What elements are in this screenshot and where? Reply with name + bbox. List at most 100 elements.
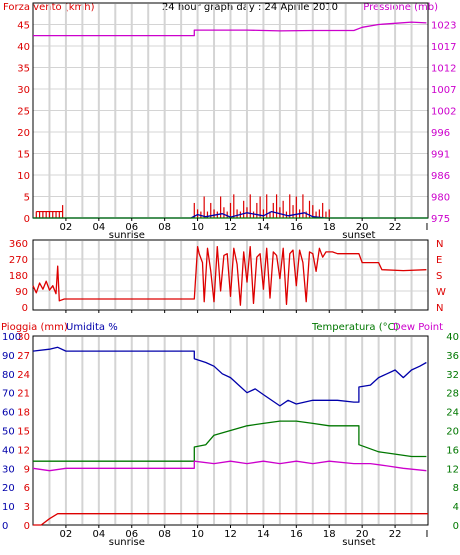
pressure-axis-tick: 1023 — [431, 21, 456, 32]
humidity-axis-tick: 10 — [2, 502, 15, 513]
pressure-axis-tick: 1007 — [431, 85, 456, 96]
pressure-axis-tick: 1002 — [431, 107, 456, 118]
rain-axis-tick: 15 — [17, 427, 30, 438]
direction-axis-tick: 180 — [9, 271, 28, 282]
pressure-axis-tick: 996 — [431, 128, 450, 139]
x-tick-label: I — [426, 222, 429, 233]
series-vento-medio — [33, 210, 428, 219]
wind-axis-tick: 35 — [17, 64, 30, 75]
compass-label: W — [436, 287, 446, 298]
humidity-axis-tick: 0 — [2, 521, 8, 532]
x-tick-label: 10 — [191, 529, 204, 540]
x-tick-label: 22 — [389, 222, 402, 233]
x-tick-label: 02 — [60, 529, 73, 540]
x-tick-label: 12 — [224, 222, 237, 233]
humidity-axis-tick: 100 — [2, 332, 21, 343]
x-tick-label: 16 — [290, 529, 303, 540]
pressure-axis-tick: 980 — [431, 193, 450, 204]
direction-axis-tick: 0 — [22, 303, 28, 314]
x-marker-label: sunrise — [109, 537, 145, 548]
x-tick-label: 04 — [92, 222, 105, 233]
x-tick-label: 06 — [125, 222, 138, 233]
series-wind-direction — [32, 245, 427, 306]
x-tick-label: 18 — [323, 222, 336, 233]
x-tick-label: 04 — [92, 529, 105, 540]
rain-axis-tick: 6 — [24, 483, 30, 494]
x-tick-label: 08 — [158, 529, 171, 540]
x-tick-label: 02 — [60, 222, 73, 233]
x-tick-label: 06 — [125, 529, 138, 540]
temp-axis-tick: 40 — [446, 332, 459, 343]
pressure-axis-tick: 991 — [431, 150, 450, 161]
rain-axis-tick: 12 — [17, 445, 30, 456]
x-marker-label: sunset — [342, 230, 375, 241]
x-tick-label: 22 — [389, 529, 402, 540]
wind-axis-tick: 5 — [24, 193, 30, 204]
humidity-axis-tick: 30 — [2, 464, 15, 475]
humidity-axis-tick: 80 — [2, 370, 15, 381]
x-tick-label: 20 — [356, 222, 369, 233]
pressure-axis-label: Pressione (mb) — [363, 2, 438, 13]
wind-axis-tick: 10 — [17, 171, 30, 182]
compass-label: N — [436, 303, 443, 314]
x-tick-label: I — [426, 529, 429, 540]
rain-axis-tick: 3 — [24, 502, 30, 513]
humidity-axis-tick: 50 — [2, 427, 15, 438]
temp-axis-tick: 16 — [446, 445, 459, 456]
x-marker-label: sunrise — [109, 230, 145, 241]
x-tick-label: 18 — [323, 529, 336, 540]
compass-label: E — [436, 255, 442, 266]
direction-axis-tick: 360 — [9, 239, 28, 250]
series-dew-point — [32, 460, 427, 472]
series-pioggia — [33, 513, 428, 526]
pressure-axis-tick: 986 — [431, 171, 450, 182]
rain-axis-tick: 21 — [17, 389, 30, 400]
dewpoint-axis-label: Dew Point — [393, 322, 443, 333]
pressure-axis-tick: 1012 — [431, 64, 456, 75]
x-tick-label: 10 — [191, 222, 204, 233]
x-marker-label: sunset — [342, 537, 375, 548]
rain-axis-tick: 24 — [17, 370, 30, 381]
temp-axis-tick: 4 — [453, 502, 459, 513]
temp-axis-tick: 36 — [446, 351, 459, 362]
rain-axis-tick: 18 — [17, 408, 30, 419]
compass-label: N — [436, 239, 443, 250]
temp-axis-tick: 24 — [446, 408, 459, 419]
x-tick-label: 12 — [224, 529, 237, 540]
humidity-axis-tick: 60 — [2, 408, 15, 419]
x-tick-label: 14 — [257, 222, 270, 233]
temp-axis-tick: 20 — [446, 427, 459, 438]
compass-label: S — [436, 271, 442, 282]
temp-axis-tick: 8 — [453, 483, 459, 494]
wind-axis-tick: 25 — [17, 107, 30, 118]
temp-axis-tick: 0 — [453, 521, 459, 532]
humidity-axis-tick: 20 — [2, 483, 15, 494]
wind-axis-tick: 15 — [17, 150, 30, 161]
temp-axis-tick: 32 — [446, 370, 459, 381]
x-tick-label: 08 — [158, 222, 171, 233]
wind-axis-tick: 40 — [17, 42, 30, 53]
rain-axis-label: Pioggia (mm) — [1, 322, 68, 333]
humidity-axis-tick: 70 — [2, 389, 15, 400]
humidity-axis-label: Umidita % — [66, 322, 118, 333]
temp-axis-tick: 28 — [446, 389, 459, 400]
temp-axis-tick: 12 — [446, 464, 459, 475]
direction-axis-tick: 90 — [15, 287, 28, 298]
humidity-axis-tick: 90 — [2, 351, 15, 362]
series-temperatura — [33, 420, 427, 462]
series-umidita — [32, 346, 427, 407]
rain-axis-tick: 9 — [24, 464, 30, 475]
x-tick-label: 14 — [257, 529, 270, 540]
rain-axis-tick: 30 — [17, 332, 30, 343]
direction-axis-tick: 270 — [9, 255, 28, 266]
wind-axis-tick: 0 — [24, 214, 30, 225]
chart-title: 24 hour graph day : 24 Aprile 2010 — [162, 2, 338, 13]
rain-axis-tick: 0 — [24, 521, 30, 532]
humidity-axis-tick: 40 — [2, 445, 15, 456]
rain-axis-tick: 27 — [17, 351, 30, 362]
wind-axis-tick: 20 — [17, 128, 30, 139]
wind-axis-tick: 30 — [17, 85, 30, 96]
wind-axis-tick: 45 — [17, 21, 30, 32]
